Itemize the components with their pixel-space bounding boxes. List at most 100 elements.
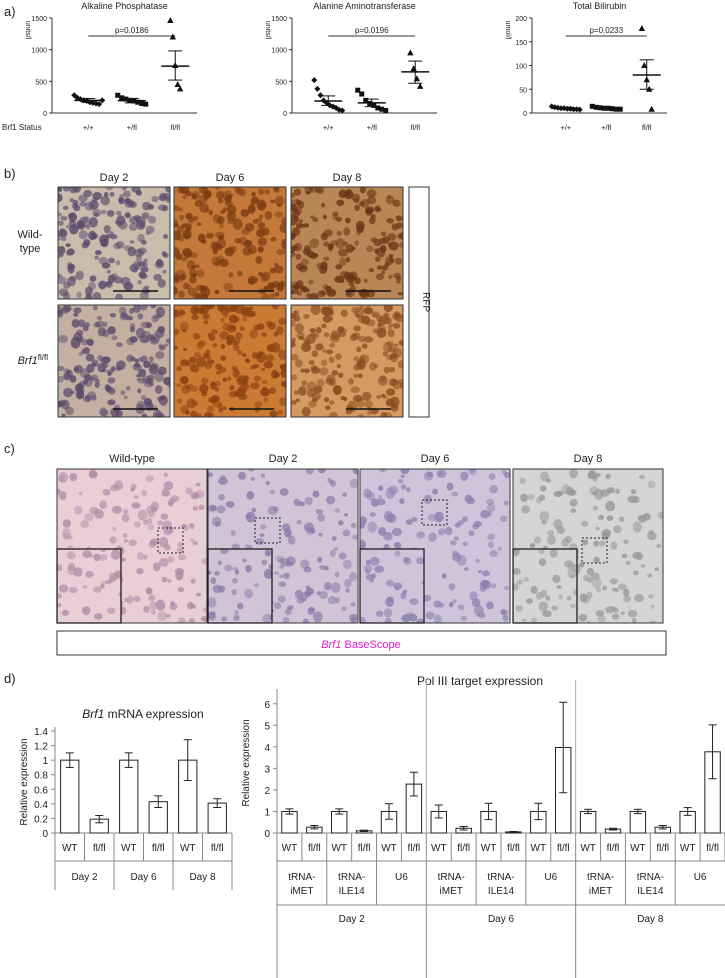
nucleus [489,484,499,494]
nucleus [605,501,616,512]
nucleus [81,338,88,346]
nucleus [126,315,134,321]
nucleus [185,487,193,495]
y-tick-label: 0 [264,829,270,840]
nucleus [258,271,264,277]
nucleus [634,593,645,603]
nucleus [393,582,403,590]
nucleus [530,585,538,594]
nucleus [222,190,233,202]
nucleus [140,394,147,401]
nucleus [278,558,284,564]
nucleus [74,505,83,515]
nucleus [129,263,139,273]
nucleus [322,265,328,271]
nucleus [487,510,493,517]
data-point [638,24,646,31]
nucleus [322,283,329,291]
nucleus [622,588,630,597]
nucleus [334,597,341,604]
nucleus [339,257,347,267]
rfp-micrograph [290,304,404,418]
nucleus [123,538,129,543]
nucleus [322,349,327,353]
nucleus [338,372,344,378]
nucleus [63,372,72,381]
nucleus [200,616,207,622]
nucleus [381,270,386,275]
nucleus [218,407,224,413]
nucleus [300,368,305,373]
nucleus [278,281,286,288]
data-point [416,82,424,89]
nucleus [68,586,78,594]
nucleus [339,270,350,279]
nucleus [338,552,347,560]
nucleus [75,270,84,281]
nucleus [317,469,326,474]
nucleus [181,524,187,529]
nucleus [400,469,410,475]
nucleus [254,406,260,413]
nucleus [351,193,361,203]
nucleus [287,605,294,611]
nucleus [256,199,267,211]
nucleus [235,332,243,340]
nucleus [201,558,207,565]
p-value: p=0.0233 [589,26,623,35]
nucleus [631,617,637,623]
nucleus [147,510,156,518]
nucleus [208,612,217,621]
data-point [139,101,145,106]
nucleus [326,349,334,355]
nucleus [372,328,379,334]
nucleus [142,554,148,560]
nucleus [176,187,186,194]
nucleus [360,523,364,530]
cell-texture [58,305,170,417]
nucleus [558,594,563,600]
nucleus [482,579,492,590]
nucleus [433,614,442,623]
nucleus [118,197,125,205]
nucleus [188,216,195,224]
nucleus [132,363,142,371]
y-tick-label: 1.2 [34,742,48,753]
y-tick-label: 0.4 [34,800,48,811]
nucleus [163,343,169,347]
nucleus [477,612,486,619]
nucleus [329,400,335,405]
nucleus [387,194,392,199]
category-label: +/+ [83,123,94,132]
nucleus [468,530,475,537]
micrograph-border [290,186,404,300]
nucleus [182,347,188,351]
nucleus [101,580,107,585]
nucleus [267,506,278,516]
nucleus [261,293,271,299]
nucleus [224,247,235,257]
nucleus [357,315,365,324]
nucleus [208,209,214,216]
nucleus [338,520,344,526]
nucleus [334,508,340,514]
nucleus [187,287,198,297]
cell-texture [291,305,403,417]
nucleus [176,366,183,372]
nucleus [140,224,145,228]
nucleus [210,577,217,585]
nucleus [330,330,341,341]
nucleus [291,244,298,251]
nucleus [153,313,162,320]
nucleus [373,364,379,368]
nucleus [264,188,271,195]
nucleus [248,469,254,472]
nucleus [177,542,184,547]
nucleus [208,570,212,575]
y-tick-label: 0 [523,111,527,118]
nucleus [95,320,105,328]
nucleus [294,310,300,316]
roi-box [421,499,448,526]
nucleus [263,568,272,580]
nucleus [158,344,166,351]
